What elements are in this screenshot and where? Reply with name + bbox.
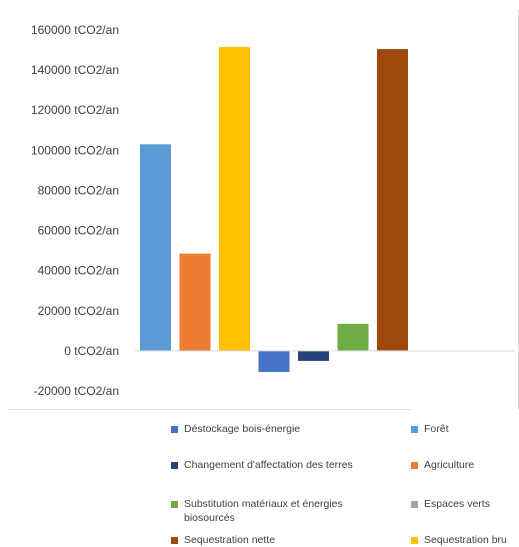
bar-changement-d-affectation-des-terres — [298, 350, 329, 361]
legend-swatch — [411, 501, 418, 508]
chart-plot: 160000 tCO2/an 140000 tCO2/an 120000 tCO2/… — [8, 10, 519, 410]
bar-agriculture — [179, 253, 211, 351]
chart-legend: Déstockage bois-énergie Forêt Changement… — [0, 410, 519, 547]
legend-label: Déstockage bois-énergie — [184, 423, 301, 435]
bar-sequestration-nette — [377, 49, 408, 351]
y-tick-label: 140000 tCO2/an — [31, 63, 119, 77]
y-tick-label: 20000 tCO2/an — [38, 304, 119, 318]
legend-label: Substitution matériaux et énergies bioso… — [184, 498, 343, 524]
y-tick-label: 160000 tCO2/an — [31, 23, 119, 37]
bar-substitution-mat-riaux-et-nergies-biosourc-s — [337, 323, 369, 351]
bar-sequestration-brute — [219, 47, 250, 351]
legend-label: Espaces verts — [424, 498, 490, 510]
bar-series — [140, 47, 408, 372]
y-tick-label: 40000 tCO2/an — [38, 264, 119, 278]
legend-swatch — [171, 537, 178, 544]
y-tick-label: 80000 tCO2/an — [38, 183, 119, 197]
legend-label: Sequestration nette — [184, 534, 276, 546]
legend-item-substitution: Substitution matériaux et énergies bioso… — [171, 497, 381, 525]
legend-item-destockage: Déstockage bois-énergie — [171, 422, 300, 436]
legend-item-changement: Changement d'affectation des terres — [171, 458, 353, 472]
legend-swatch — [411, 462, 418, 469]
legend-item-foret: Forêt — [411, 422, 449, 436]
legend-swatch — [171, 462, 178, 469]
legend-swatch — [171, 426, 178, 433]
y-tick-label: 120000 tCO2/an — [31, 103, 119, 117]
legend-item-agriculture: Agriculture — [411, 458, 474, 472]
legend-item-sequestration-nette: Sequestration nette — [171, 533, 275, 547]
legend-label: Changement d'affectation des terres — [184, 459, 353, 471]
legend-label: Sequestration bru — [424, 534, 507, 546]
legend-swatch — [411, 537, 418, 544]
y-tick-label: 100000 tCO2/an — [31, 143, 119, 157]
legend-label: Forêt — [424, 423, 449, 435]
y-tick-label: 0 tCO2/an — [64, 344, 119, 358]
y-tick-label: -20000 tCO2/an — [34, 384, 119, 398]
legend-swatch — [411, 426, 418, 433]
y-axis: 160000 tCO2/an 140000 tCO2/an 120000 tCO2/… — [31, 23, 119, 398]
legend-item-espaces-verts: Espaces verts — [411, 497, 490, 511]
y-tick-label: 60000 tCO2/an — [38, 224, 119, 238]
bar-d-stockage-bois-nergie — [258, 350, 290, 372]
legend-swatch — [171, 501, 178, 508]
bar-for-t — [140, 144, 171, 351]
legend-label: Agriculture — [424, 459, 475, 471]
legend-item-sequestration-brute: Sequestration bru — [411, 533, 507, 547]
